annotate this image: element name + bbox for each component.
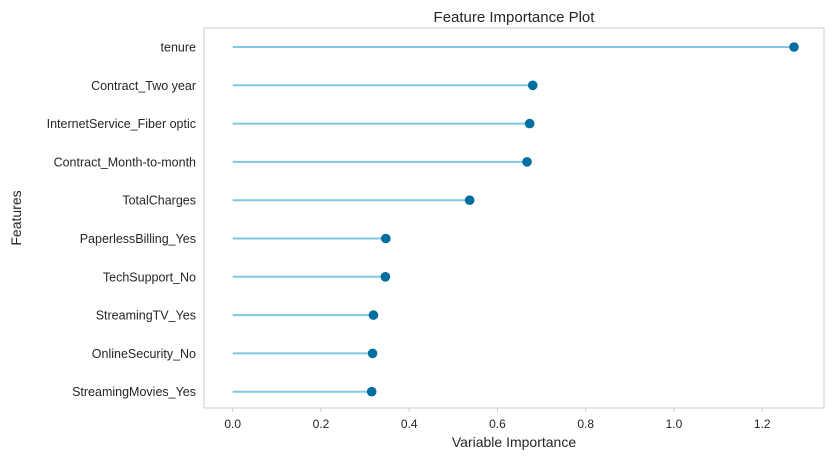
y-tick-label: OnlineSecurity_No [92,347,196,361]
y-tick-label: Contract_Month-to-month [54,155,196,169]
x-tick-label: 0.4 [401,417,418,431]
x-axis-label: Variable Importance [452,434,576,450]
x-tick-label: 0.2 [313,417,330,431]
plot-area-frame [203,27,825,409]
marker-TotalCharges [464,195,475,205]
y-tick-label: StreamingMovies_Yes [72,385,196,399]
marker-OnlineSecurity_No [367,348,378,359]
y-tick-label: InternetService_Fiber optic [47,117,196,131]
x-tick-label: 1.0 [666,417,683,431]
x-tick-label: 0.8 [577,417,594,431]
marker-tenure [789,42,799,52]
x-tick-label: 1.2 [754,417,771,431]
y-tick-label: PaperlessBilling_Yes [80,232,196,246]
marker-PaperlessBilling_Yes [381,233,391,244]
chart-title: Feature Importance Plot [434,9,596,26]
marker-TechSupport_No [380,272,391,282]
marker-StreamingMovies_Yes [366,386,377,397]
y-tick-label: Contract_Two year [91,79,196,93]
y-tick-label: TechSupport_No [103,270,196,284]
y-axis-label: Features [8,190,24,245]
y-tick-label: tenure [161,41,196,55]
chart-marks: 0.0 0.2 0.4 0.6 0.8 1.0 1.2 tenure Contract_Two … [47,41,799,431]
marker-InternetService_Fiber optic [524,118,535,129]
x-tick-label: 0.6 [489,417,506,431]
marker-Contract_Month-to-month [522,157,532,167]
x-tick-label: 0.0 [224,417,241,431]
marker-Contract_Two year [527,80,538,91]
y-tick-label: StreamingTV_Yes [96,309,196,323]
y-tick-label: TotalCharges [122,194,196,208]
marker-StreamingTV_Yes [368,310,379,320]
